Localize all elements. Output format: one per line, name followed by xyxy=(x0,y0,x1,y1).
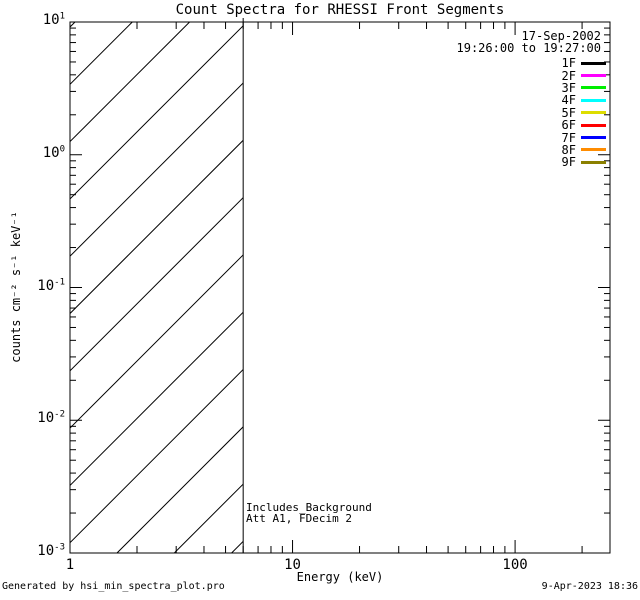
plot-border xyxy=(69,21,611,554)
legend-entry-label: 7F xyxy=(561,130,576,145)
y-tick-label: 10-3 xyxy=(37,542,65,559)
legend-color-line xyxy=(581,123,606,127)
legend-entry-label: 2F xyxy=(561,68,576,83)
legend-entry-label: 5F xyxy=(561,105,576,120)
legend-entry: 1F xyxy=(562,57,606,69)
legend-entry: 3F xyxy=(562,82,606,94)
chart-title: Count Spectra for RHESSI Front Segments xyxy=(175,2,505,18)
legend-color-line xyxy=(581,160,606,164)
legend-entry-label: 8F xyxy=(561,142,576,157)
legend-color-line xyxy=(581,136,606,140)
legend-color-line xyxy=(581,111,606,115)
legend-entry: 7F xyxy=(561,130,606,145)
legend-time-range: 19:26:00 to 19:27:00 xyxy=(456,41,602,55)
axis-ticks xyxy=(69,21,610,554)
legend-entry: 4F xyxy=(562,94,606,106)
y-tick-label: 101 xyxy=(42,11,65,28)
legend-entry: 2F xyxy=(561,68,606,83)
legend-color-line xyxy=(581,86,606,90)
legend-entry: 9F xyxy=(562,156,606,168)
legend-entry-label: 1F xyxy=(561,56,576,71)
x-tick-label: 100 xyxy=(502,557,528,573)
legend-entry-label: 3F xyxy=(561,80,576,95)
legend-entry: 6F xyxy=(562,119,606,131)
y-tick-label: 10-1 xyxy=(37,276,65,294)
legend-entry-label: 4F xyxy=(561,93,576,108)
legend-color-line xyxy=(581,74,606,78)
x-tick-label: 10 xyxy=(284,557,301,573)
legend-date: 17-Sep-2002 xyxy=(521,29,601,43)
annotation-attenuator: Att A1, FDecim 2 xyxy=(246,512,352,525)
legend-entry: 5F xyxy=(562,107,606,119)
annotation-includes-background: Includes_Background xyxy=(246,501,372,514)
y-tick-label: 10-2 xyxy=(37,409,65,427)
hatch-pattern xyxy=(70,22,244,553)
legend-color-line xyxy=(581,98,606,102)
legend-color-line xyxy=(581,148,606,152)
legend-entry-label: 6F xyxy=(561,118,576,133)
footer-generated-by: Generated by hsi_min_spectra_plot.pro xyxy=(2,581,225,592)
legend-entry: 8F xyxy=(562,144,606,156)
x-tick-label: 1 xyxy=(65,557,75,573)
legend-entry-label: 9F xyxy=(561,155,576,170)
legend: 1F 2F 3F 4F 5F 6F 7F 8F 9F xyxy=(562,57,606,169)
legend-color-line xyxy=(581,61,606,65)
y-tick-label: 100 xyxy=(42,144,65,161)
x-axis-label: Energy (keV) xyxy=(296,570,384,584)
footer-timestamp: 9-Apr-2023 18:36 xyxy=(541,581,638,592)
y-axis-label: counts cm⁻² s⁻¹ keV⁻¹ xyxy=(9,211,23,363)
